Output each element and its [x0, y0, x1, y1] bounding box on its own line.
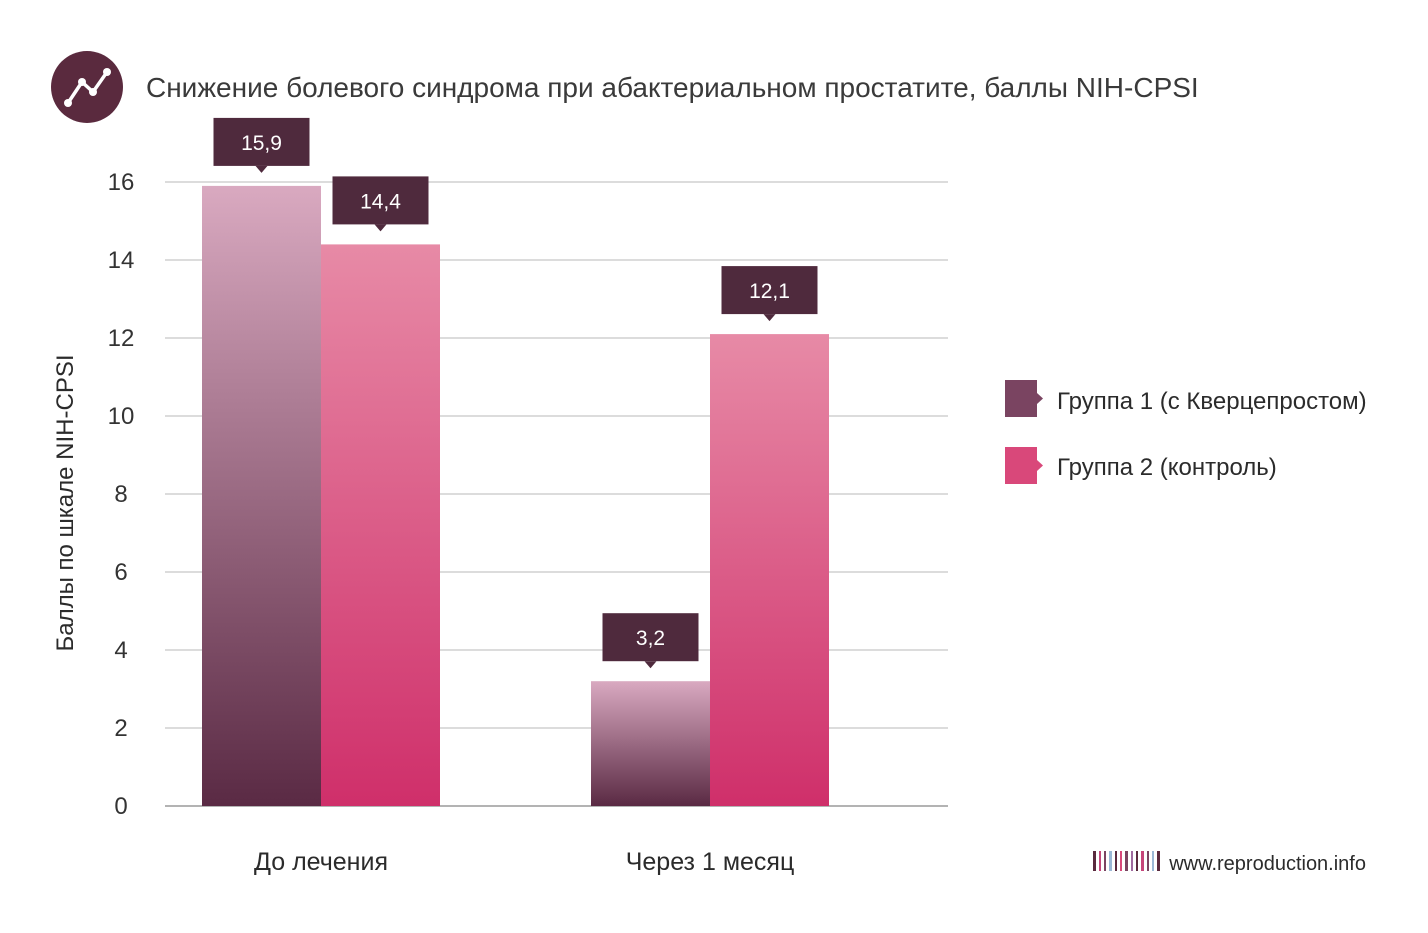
y-tick-label: 2: [114, 715, 127, 742]
barcode-logo-icon: [1093, 851, 1160, 871]
y-axis-title: Баллы по шкале NIH-CPSI: [52, 354, 79, 651]
legend-pointer: [1037, 393, 1043, 404]
bar-1-2: [591, 681, 710, 806]
legend-label-group1: Группа 1 (с Кверцепростом): [1057, 388, 1367, 415]
chart-title: Снижение болевого синдрома при абактериа…: [146, 72, 1199, 103]
svg-text:3,2: 3,2: [636, 627, 665, 650]
y-tick-label: 16: [108, 169, 135, 196]
bar-2-2: [710, 334, 829, 806]
y-tick-label: 10: [108, 403, 135, 430]
data-labels: 15,9 14,4 3,2 12,1: [213, 117, 818, 669]
data-label: 12,1: [721, 266, 818, 322]
data-label: 14,4: [332, 176, 429, 232]
x-category-label: Через 1 месяц: [626, 848, 795, 876]
y-tick-label: 12: [108, 325, 135, 352]
legend-swatch-group2: [1005, 447, 1037, 484]
x-axis-labels: До лечения Через 1 месяц: [254, 848, 794, 876]
x-category-label: До лечения: [254, 848, 388, 876]
legend-label-group2: Группа 2 (контроль): [1057, 454, 1277, 481]
svg-text:15,9: 15,9: [241, 132, 282, 155]
y-tick-label: 6: [114, 559, 127, 586]
y-tick-label: 0: [114, 793, 127, 820]
bar-1-1: [202, 185, 321, 806]
data-label: 15,9: [213, 117, 310, 173]
bars: [202, 185, 829, 806]
bar-2-1: [321, 244, 440, 806]
legend-swatch-group1: [1005, 380, 1037, 417]
legend: Группа 1 (с Кверцепростом) Группа 2 (кон…: [1005, 380, 1367, 484]
legend-item-group1: Группа 1 (с Кверцепростом): [1005, 380, 1367, 417]
legend-pointer: [1037, 460, 1043, 471]
website-link[interactable]: www.reproduction.info: [1168, 853, 1366, 875]
svg-text:12,1: 12,1: [749, 280, 790, 303]
data-label: 3,2: [602, 613, 699, 669]
legend-item-group2: Группа 2 (контроль): [1005, 447, 1277, 484]
svg-text:14,4: 14,4: [360, 190, 401, 213]
y-tick-label: 4: [114, 637, 127, 664]
y-tick-label: 8: [114, 481, 127, 508]
line-chart-icon: [51, 51, 123, 123]
y-tick-label: 14: [108, 247, 135, 274]
